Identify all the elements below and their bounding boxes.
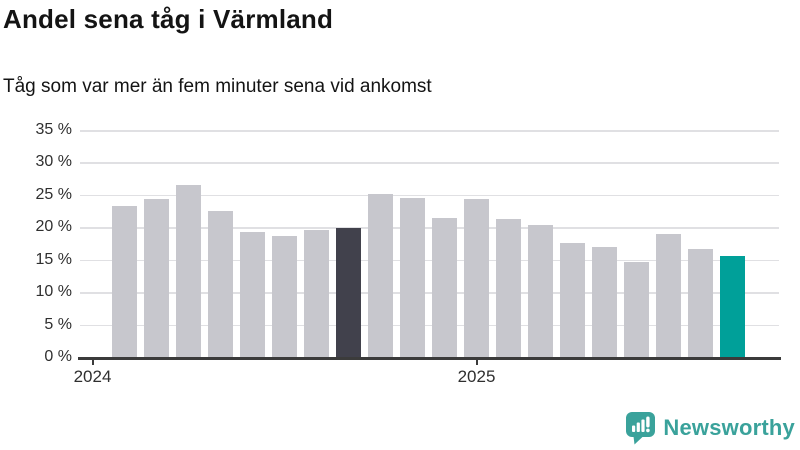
bar	[688, 249, 713, 357]
chart-title: Andel sena tåg i Värmland	[3, 4, 334, 34]
bar	[560, 242, 585, 357]
bar	[624, 261, 649, 357]
newsworthy-wordmark: Newsworthy	[663, 415, 795, 440]
y-tick-label: 0 %	[44, 348, 72, 365]
chart-subtitle: Tåg som var mer än fem minuter sena vid …	[3, 76, 432, 97]
bar	[144, 198, 169, 357]
bar	[720, 256, 745, 357]
bar	[528, 225, 553, 357]
gridline	[80, 292, 779, 294]
bar	[304, 229, 329, 357]
x-axis-tick	[91, 357, 94, 365]
bar	[496, 218, 521, 357]
mini-bar-chart-glyph	[632, 416, 651, 433]
bar	[400, 198, 425, 357]
x-tick-label: 2025	[457, 367, 496, 386]
bar	[464, 199, 489, 357]
plot-area: 2024 2025	[74, 130, 781, 386]
bar	[432, 218, 457, 357]
y-tick-label: 20 %	[35, 218, 72, 236]
y-tick-label: 5 %	[44, 315, 72, 333]
bar-chart: 35 % 30 % 25 % 20 % 15 % 10 % 5 % 0 % 2024 2025	[0, 121, 800, 400]
gridline	[80, 227, 779, 229]
x-axis-line	[78, 357, 781, 360]
gridline	[80, 130, 779, 132]
bar	[176, 185, 201, 357]
bar	[656, 233, 681, 357]
y-tick-label: 35 %	[35, 121, 72, 138]
y-tick-label: 25 %	[35, 185, 72, 203]
y-tick-label: 30 %	[35, 153, 72, 171]
bar	[336, 227, 361, 357]
gridline	[80, 324, 779, 327]
newsworthy-logo[interactable]: Newsworthy	[625, 411, 795, 445]
y-axis-labels: 35 % 30 % 25 % 20 % 15 % 10 % 5 % 0 %	[0, 121, 72, 365]
gridline	[80, 162, 779, 164]
gridline	[80, 194, 779, 197]
bar	[112, 205, 137, 357]
gridline	[80, 259, 779, 262]
bar	[208, 211, 233, 357]
newsworthy-icon	[626, 412, 656, 445]
x-tick-label: 2024	[73, 367, 112, 386]
bar	[592, 246, 617, 357]
bar	[368, 194, 393, 357]
bar	[240, 232, 265, 357]
y-tick-label: 10 %	[35, 283, 72, 301]
y-tick-label: 15 %	[35, 250, 72, 268]
bar	[272, 235, 297, 357]
x-axis-tick	[475, 357, 478, 365]
